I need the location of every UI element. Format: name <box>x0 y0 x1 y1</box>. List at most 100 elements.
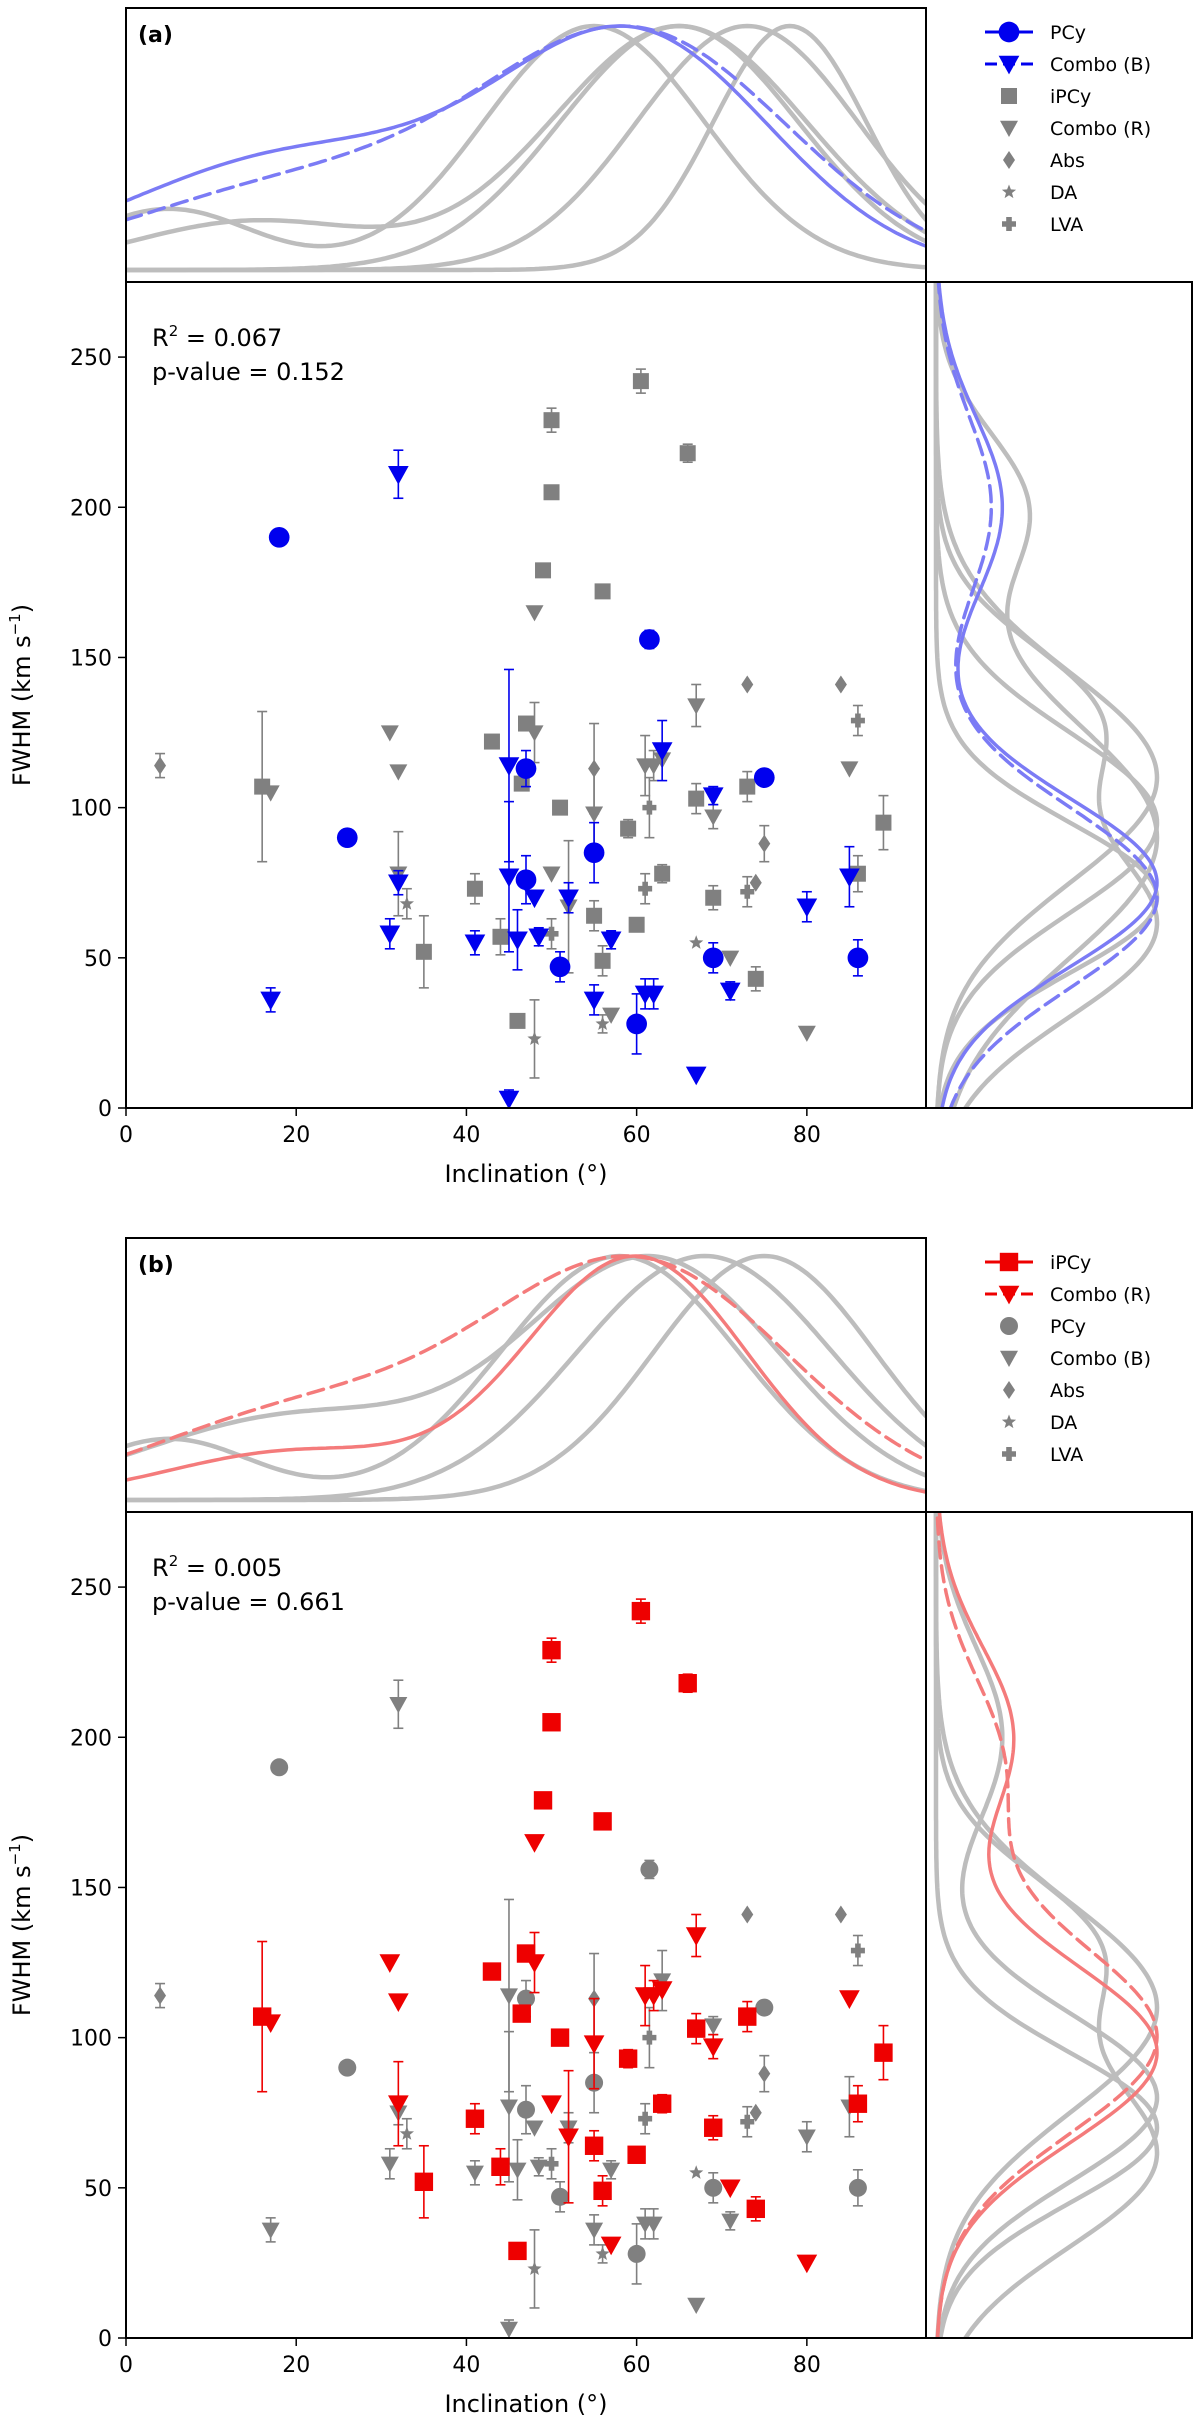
y-tick-label: 150 <box>70 646 112 671</box>
kde-x-curve-0 <box>126 1254 926 1494</box>
data-point <box>260 987 282 1013</box>
marker-tri <box>797 2129 816 2146</box>
top-marginal-frame <box>125 1237 927 1513</box>
legend-label: PCy <box>1050 1316 1086 1338</box>
y-axis-label: FWHM (km s−1) <box>6 604 36 786</box>
y-tick-label: 0 <box>98 2327 112 2352</box>
data-point <box>387 1993 409 2012</box>
data-point <box>654 863 671 884</box>
marker-square <box>594 583 611 600</box>
marker-square <box>875 814 892 831</box>
marker-tri <box>525 725 544 742</box>
legend-item-3: Combo (B) <box>1000 1348 1151 1370</box>
x-tick-label: 60 <box>623 1123 651 1148</box>
marker-diamond <box>741 675 754 694</box>
marker-square <box>512 2004 531 2023</box>
marker-tri <box>651 1981 673 2000</box>
marker-circle <box>336 827 358 849</box>
data-point <box>719 981 741 1002</box>
legend-marker-circle <box>1000 1317 1018 1335</box>
marker-star <box>689 935 704 949</box>
marker-square <box>414 2172 434 2192</box>
marker-circle <box>848 2178 867 2197</box>
y-label-sup: −1 <box>6 613 24 635</box>
data-point <box>387 449 409 500</box>
legend-label: Abs <box>1050 1380 1085 1402</box>
series-da <box>399 2117 704 2309</box>
marker-square <box>705 889 722 906</box>
data-point <box>687 2012 706 2045</box>
marker-square <box>483 733 500 750</box>
marker-tri <box>721 2213 740 2230</box>
data-point <box>524 889 545 909</box>
data-point <box>541 2095 562 2115</box>
y-axis-label: FWHM (km s−1) <box>6 1834 36 2016</box>
marker-tri <box>498 757 520 776</box>
data-point <box>721 2211 740 2231</box>
marker-circle <box>517 1989 535 2008</box>
marker-square <box>552 799 569 816</box>
marker-tri <box>499 2321 518 2338</box>
marker-plus <box>850 1943 865 1958</box>
marker-square <box>628 916 645 933</box>
legend-item-2: PCy <box>1000 1316 1086 1338</box>
data-point <box>524 1931 545 1994</box>
marker-circle <box>517 2100 535 2119</box>
data-point <box>797 2120 816 2153</box>
marker-tri <box>797 1025 816 1042</box>
marker-diamond <box>758 834 771 853</box>
legend-label: DA <box>1050 1412 1077 1434</box>
r-squared-base: R <box>152 1554 169 1582</box>
data-point <box>642 2006 657 2069</box>
marker-tri <box>508 2162 527 2179</box>
x-tick-label: 0 <box>119 1123 133 1148</box>
marker-square <box>687 2019 706 2038</box>
data-point <box>689 2165 704 2179</box>
legend-marker-diamond <box>1003 1381 1015 1399</box>
data-point <box>618 2048 638 2069</box>
marker-diamond <box>758 2064 771 2083</box>
data-point <box>632 368 649 394</box>
marker-diamond <box>154 756 167 775</box>
data-point <box>525 2120 544 2137</box>
marker-tri <box>721 950 740 967</box>
data-point <box>380 2147 399 2180</box>
data-point <box>834 1905 847 1924</box>
data-point <box>593 2175 612 2207</box>
data-point <box>542 1713 561 1732</box>
data-point <box>749 2103 762 2122</box>
data-point <box>721 950 740 967</box>
marker-square <box>584 2136 604 2155</box>
marker-tri <box>719 982 741 1002</box>
legend-label: Abs <box>1050 150 1085 172</box>
legend-marker-tri <box>1000 120 1018 137</box>
legend-label: DA <box>1050 182 1077 204</box>
data-point <box>512 2004 531 2023</box>
data-point <box>749 873 762 892</box>
data-point <box>508 2241 527 2261</box>
legend-item-2: iPCy <box>1001 86 1091 108</box>
data-point <box>338 2058 357 2077</box>
marker-square <box>593 2181 612 2201</box>
r-squared-label: R2 = 0.005 <box>152 1552 282 1582</box>
x-tick-label: 80 <box>793 1123 821 1148</box>
data-point <box>594 583 611 600</box>
y-label-end: ) <box>8 604 36 613</box>
marker-square <box>631 1601 651 1621</box>
marker-square <box>543 484 560 501</box>
marker-tri <box>379 1954 401 1973</box>
panel-label: (b) <box>138 1253 174 1278</box>
y-label-sup: −1 <box>6 1843 24 1865</box>
data-point <box>627 2145 646 2164</box>
marker-tri <box>704 809 723 826</box>
data-point <box>261 785 280 802</box>
legend-label: iPCy <box>1050 1252 1091 1274</box>
marker-square <box>533 1791 553 1810</box>
marker-tri <box>687 698 706 715</box>
marker-tri <box>839 868 860 888</box>
data-point <box>688 782 705 815</box>
marker-tri <box>387 465 409 485</box>
data-point <box>535 562 552 579</box>
marker-tri <box>796 898 818 918</box>
marker-square <box>848 2094 868 2113</box>
